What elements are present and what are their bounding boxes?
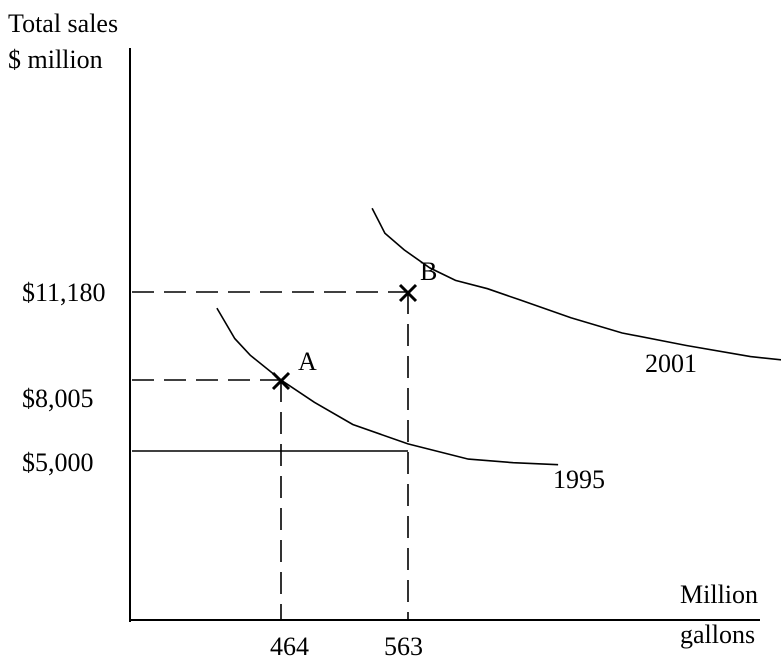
series-label-2001: 2001 [645,349,697,378]
y-tick-label-5000: $5,000 [22,448,94,477]
x-axis-label-line2: gallons [680,620,755,649]
point-label-b: B [420,257,437,286]
point-label-a: A [298,347,317,376]
x-tick-label-464: 464 [270,632,309,658]
y-tick-label-11180: $11,180 [22,278,106,307]
y-axis-label-line1: Total sales [8,9,118,38]
series-label-1995: 1995 [553,465,605,494]
series-line-1995 [217,308,558,465]
x-tick-label-563: 563 [384,632,423,658]
x-axis-label-line1: Million [680,580,758,609]
y-tick-label-8005: $8,005 [22,384,94,413]
y-axis-label-line2: $ million [8,45,103,74]
